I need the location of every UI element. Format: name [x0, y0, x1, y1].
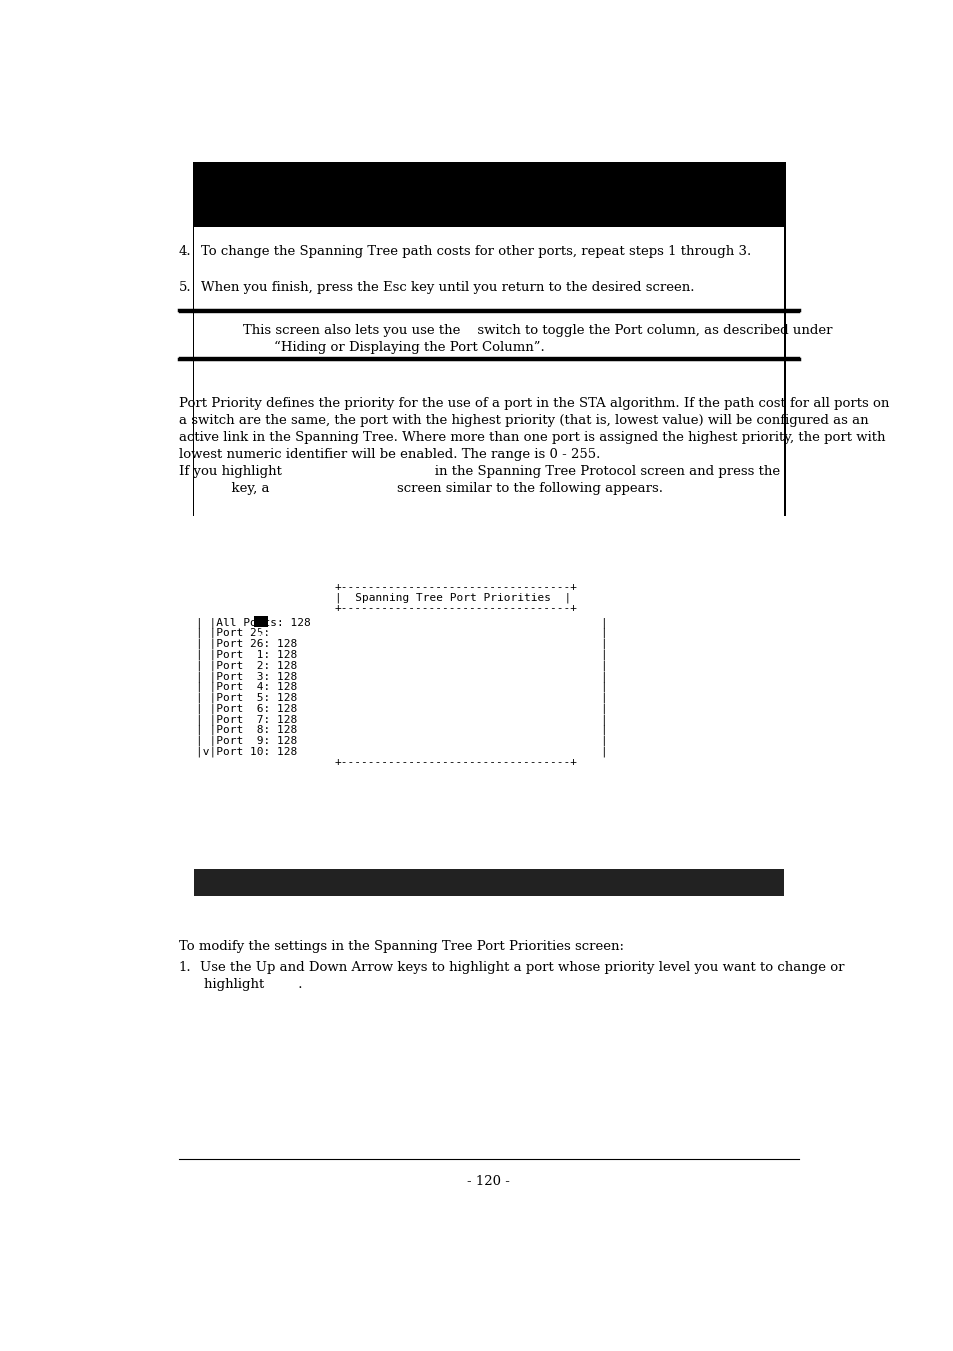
Text: | PLANET WGSW-2402A Routing Switch                             WGSW-2402A |: | PLANET WGSW-2402A Routing Switch WGSW-… — [195, 528, 701, 539]
Bar — [194, 227, 783, 565]
Text: | |Port  7: 128: | |Port 7: 128 — [195, 715, 297, 724]
Text: | |Port  5: 128: | |Port 5: 128 — [195, 693, 297, 703]
Text: To change the Spanning Tree path costs for other ports, repeat steps 1 through 3: To change the Spanning Tree path costs f… — [200, 246, 750, 258]
Text: |: | — [599, 736, 606, 746]
Text: active link in the Spanning Tree. Where more than one port is assigned the highe: active link in the Spanning Tree. Where … — [179, 431, 884, 444]
Bar — [193, 109, 785, 516]
Text: | |Port  8: 128: | |Port 8: 128 — [195, 725, 297, 735]
Text: - 120 -: - 120 - — [467, 1174, 510, 1188]
Text: To modify the settings in the Spanning Tree Port Priorities screen:: To modify the settings in the Spanning T… — [179, 940, 623, 952]
Text: |: | — [599, 747, 606, 757]
Text: 1.: 1. — [179, 962, 192, 974]
Text: +----------------------------------+: +----------------------------------+ — [335, 758, 578, 767]
Text: “Hiding or Displaying the Port Column”.: “Hiding or Displaying the Port Column”. — [274, 340, 544, 354]
Text: If you highlight                                    in the Spanning Tree Protoco: If you highlight in the Spanning Tree Pr… — [179, 465, 780, 478]
Text: | |Port  1: 128: | |Port 1: 128 — [195, 650, 297, 661]
Text: | |All Ports: 128: | |All Ports: 128 — [195, 617, 311, 628]
Text: |: | — [599, 628, 606, 639]
Text: selected port.: selected port. — [204, 199, 296, 212]
Text: |: | — [599, 617, 606, 628]
Text: lowest numeric identifier will be enabled. The range is 0 - 255.: lowest numeric identifier will be enable… — [179, 447, 599, 461]
Text: +----------------------------------+: +----------------------------------+ — [335, 604, 578, 613]
Text: | |Port  6: 128: | |Port 6: 128 — [195, 704, 297, 713]
Text: |  Spanning Tree Port Priorities  |: | Spanning Tree Port Priorities | — [335, 593, 570, 603]
Bar — [194, 869, 783, 896]
Text: | |Port  9: 128: | |Port 9: 128 — [195, 736, 297, 746]
Text: | |Port  3: 128: | |Port 3: 128 — [195, 671, 297, 682]
Text: a switch are the same, the port with the highest priority (that is, lowest value: a switch are the same, the port with the… — [179, 413, 867, 427]
Text: When you finish, press the Esc key until you return to the desired screen.: When you finish, press the Esc key until… — [200, 281, 694, 295]
Text: | |Port  2: 128: | |Port 2: 128 — [195, 661, 297, 671]
Text: Port Priority defines the priority for the use of a port in the STA algorithm. I: Port Priority defines the priority for t… — [179, 397, 888, 409]
Text: --------------------------------------------------------------------------------: ----------------------------------------… — [195, 897, 758, 908]
Text: +----------------------------------+: +----------------------------------+ — [335, 582, 578, 592]
Text: 4.: 4. — [179, 246, 192, 258]
Text: This screen also lets you use the    switch to toggle the Port column, as descri: This screen also lets you use the switch… — [243, 324, 832, 336]
Text: |: | — [599, 671, 606, 682]
Text: |: | — [599, 715, 606, 724]
Text: +---------------------------------------------------------------------------+: +---------------------------------------… — [195, 549, 715, 559]
Text: |: | — [599, 639, 606, 650]
Text: 5.: 5. — [179, 281, 192, 295]
Text: |: | — [599, 650, 606, 661]
Text: <UpArrow><DownArrow>Move  <Enter>Modify  <L>Switch                    <ESC>Previ: <UpArrow><DownArrow>Move <Enter>Modify <… — [195, 909, 756, 919]
Text: |v|Port 10: 128: |v|Port 10: 128 — [195, 747, 297, 757]
Text: key, a                              screen similar to the following appears.: key, a screen similar to the following a… — [206, 482, 662, 494]
Text: 128: 128 — [253, 628, 274, 638]
Text: |: | — [599, 704, 606, 713]
Text: | /Switch Management/Advanced Management/Spanning Tree Protocol      admin |: | /Switch Management/Advanced Management… — [195, 539, 708, 549]
Text: |: | — [599, 725, 606, 735]
Text: | |Port  4: 128: | |Port 4: 128 — [195, 682, 297, 692]
Text: Use the Up and Down Arrow keys to highlight a port whose priority level you want: Use the Up and Down Arrow keys to highli… — [199, 962, 843, 974]
Text: | |Port 25:: | |Port 25: — [195, 628, 276, 639]
Text: | |Port 26: 128: | |Port 26: 128 — [195, 639, 297, 650]
Bar — [253, 616, 268, 627]
Text: |: | — [599, 682, 606, 692]
Text: +---------------------------------------------------------------------------+: +---------------------------------------… — [195, 519, 715, 530]
Text: |: | — [599, 661, 606, 671]
Text: |: | — [599, 693, 606, 703]
Text: highlight        .: highlight . — [204, 978, 303, 992]
